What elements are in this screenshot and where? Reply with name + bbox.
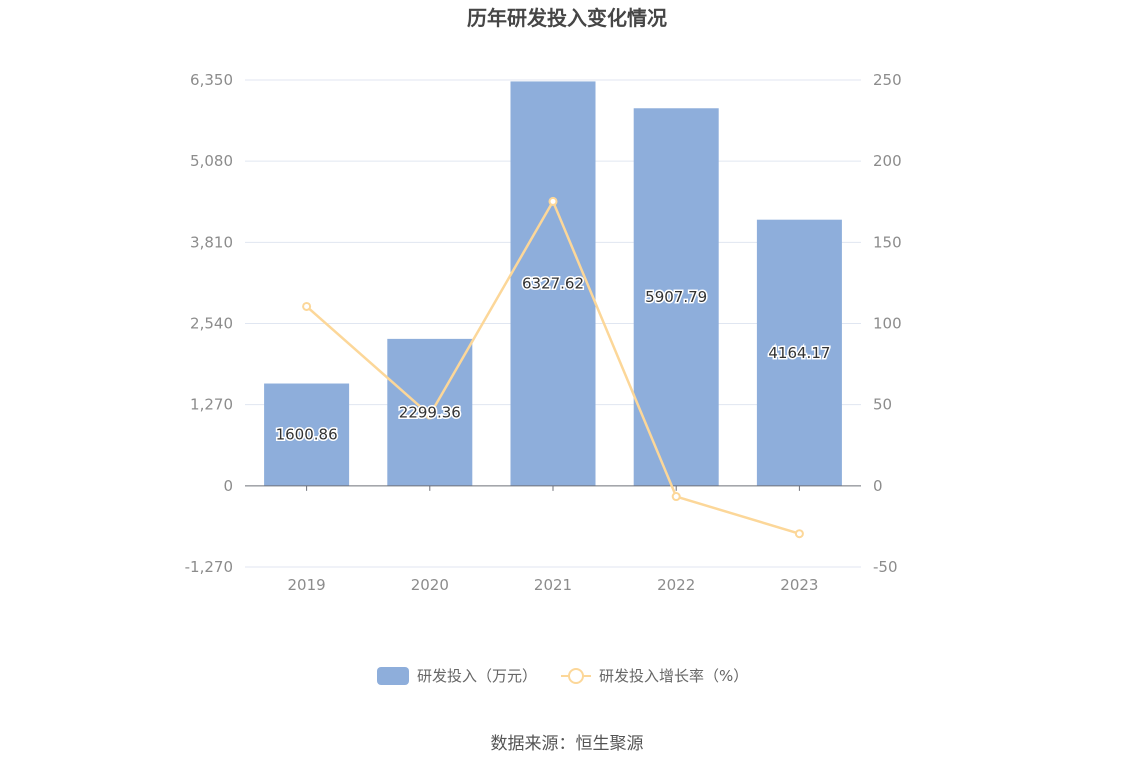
chart-title: 历年研发投入变化情况 [467,6,667,30]
y-left-tick-label: -1,270 [185,558,233,576]
growth-rate-point [794,529,804,539]
line-series [302,196,804,539]
bar-data-label: 6327.62 [522,275,584,293]
x-tick-label: 2019 [288,576,326,594]
bar [756,219,842,486]
source-note: 数据来源：恒生聚源 [490,734,644,754]
growth-rate-point [425,410,435,420]
y-left-tick-label: 0 [223,477,233,495]
y-right-tick-label: 150 [873,233,902,251]
legend-bar-swatch [377,667,409,685]
growth-rate-point [302,301,312,311]
bar-data-labels: 1600.86 2299.36 6327.62 5907.79 4164.17 [274,273,832,445]
y-right-tick-label: 200 [873,152,902,170]
y-right-tick-label: 250 [873,71,902,89]
legend-label-line: 研发投入增长率（%） [599,667,748,685]
y-left-tick-label: 2,540 [190,315,233,333]
x-axis: 2019 2020 2021 2022 2023 [245,485,861,594]
x-tick-label: 2021 [534,576,572,594]
y-right-tick-label: 100 [873,315,902,333]
y-right-tick-label: 50 [873,396,892,414]
y-right-tick-label: -50 [873,558,898,576]
y-right-tick-label: 0 [873,477,883,495]
bar-data-label: 4164.17 [768,344,830,362]
x-tick-label: 2020 [411,576,449,594]
bar-data-label: 2299.36 [399,403,461,421]
legend-label-bar: 研发投入（万元） [417,667,537,685]
growth-rate-point [671,492,681,502]
bar-data-label: 1600.86 [276,426,338,444]
bar [633,108,719,486]
x-tick-label: 2023 [780,576,818,594]
growth-rate-point [548,196,558,206]
y-left-tick-label: 6,350 [190,71,233,89]
bar-data-label: 5907.79 [645,288,707,306]
bar [510,81,596,486]
y-left-tick-label: 1,270 [190,396,233,414]
y-left-tick-label: 3,810 [190,233,233,251]
x-tick-label: 2022 [657,576,695,594]
bar [264,383,350,486]
legend[interactable]: 研发投入（万元） 研发投入增长率（%） [377,667,748,685]
legend-line-marker [568,668,584,684]
y-axis-ticks: -1,270 0 1,270 2,540 3,810 5,080 6,350 -50 0 50 10… [185,71,902,576]
y-left-tick-label: 5,080 [190,152,233,170]
